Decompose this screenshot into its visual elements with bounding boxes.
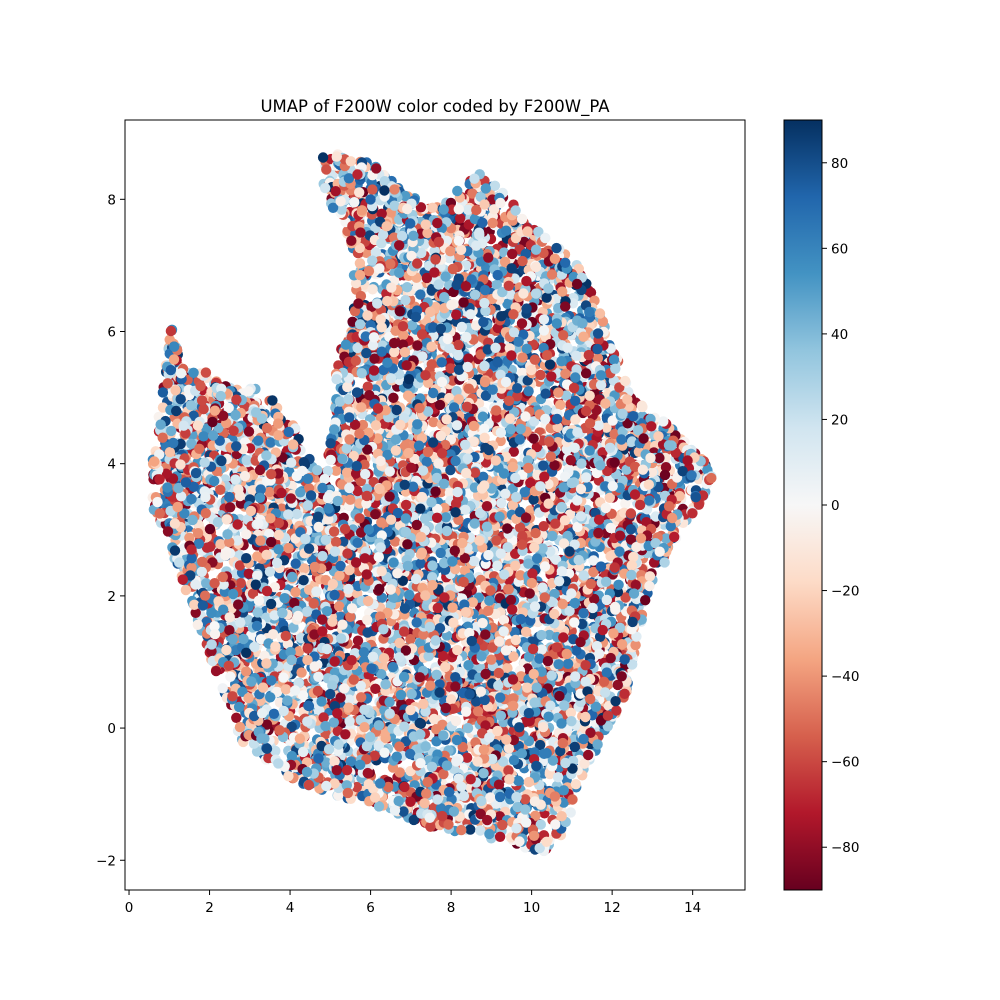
scatter-point — [461, 752, 473, 763]
chart-title: UMAP of F200W color coded by F200W_PA — [260, 97, 610, 117]
scatter-point — [597, 447, 608, 458]
scatter-points — [147, 149, 717, 857]
scatter-point — [467, 188, 478, 199]
scatter-point — [544, 629, 555, 641]
scatter-point — [415, 202, 427, 213]
scatter-point — [428, 416, 439, 428]
scatter-point — [555, 399, 566, 411]
scatter-point — [536, 629, 547, 641]
scatter-point — [458, 790, 470, 802]
scatter-point — [333, 601, 345, 612]
scatter-point — [414, 637, 426, 649]
scatter-point — [530, 810, 541, 821]
scatter-point — [507, 483, 518, 495]
scatter-point — [390, 434, 402, 445]
scatter-point — [265, 437, 276, 448]
scatter-point — [267, 395, 278, 406]
scatter-point — [231, 712, 242, 723]
scatter-point — [468, 555, 479, 567]
scatter-point — [502, 298, 513, 309]
